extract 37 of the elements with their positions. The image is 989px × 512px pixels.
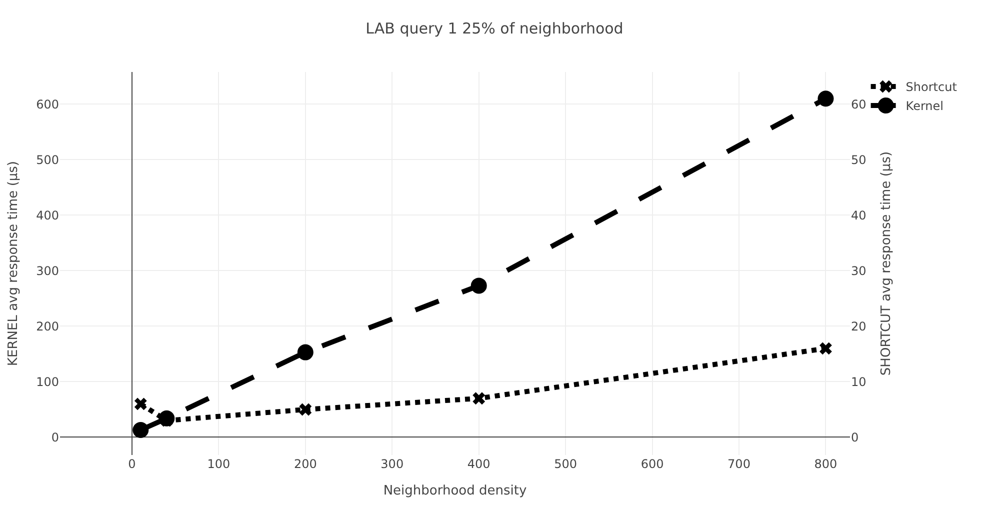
point [472, 392, 486, 405]
y2-tick-label: 30 [851, 264, 866, 278]
y2-tick-label: 50 [851, 152, 866, 167]
legend-label: Kernel [906, 99, 944, 114]
y-tick-label: 500 [36, 152, 59, 167]
y-tick-label: 200 [36, 319, 59, 334]
y-axis-title: KERNEL avg response time (μs) [6, 161, 22, 366]
x-axis-title: Neighborhood density [383, 484, 527, 499]
y2-tick-label: 40 [851, 208, 866, 222]
chart-title: LAB query 1 25% of neighborhood [366, 20, 624, 38]
x-tick-label: 300 [380, 457, 404, 471]
x-tick-label: 200 [294, 457, 317, 471]
y2-tick-label: 10 [851, 374, 866, 389]
x-tick-label: 100 [207, 457, 230, 471]
point [132, 422, 149, 438]
y2-tick-label: 60 [851, 97, 866, 112]
x-tick-label: 500 [554, 457, 578, 471]
point [134, 398, 147, 410]
y2-axis-title: SHORTCUT avg response time (μs) [878, 151, 894, 376]
point [470, 278, 487, 294]
x-tick-label: 700 [728, 457, 750, 471]
x-tick-label: 600 [640, 457, 664, 471]
legend-label: Shortcut [906, 80, 958, 94]
y2-tick-label: 20 [851, 319, 866, 334]
x-tick-label: 400 [467, 457, 490, 471]
point [297, 344, 314, 360]
y2-tick-label: 0 [851, 430, 859, 444]
y-tick-label: 0 [51, 430, 59, 444]
y-tick-label: 300 [36, 264, 59, 278]
y-tick-label: 400 [36, 208, 59, 222]
y-tick-label: 100 [36, 374, 59, 389]
point [818, 90, 834, 107]
point [820, 342, 832, 355]
y-tick-label: 600 [36, 97, 59, 112]
point [299, 403, 312, 416]
x-tick-label: 800 [814, 457, 838, 471]
x-tick-label: 0 [128, 457, 136, 471]
